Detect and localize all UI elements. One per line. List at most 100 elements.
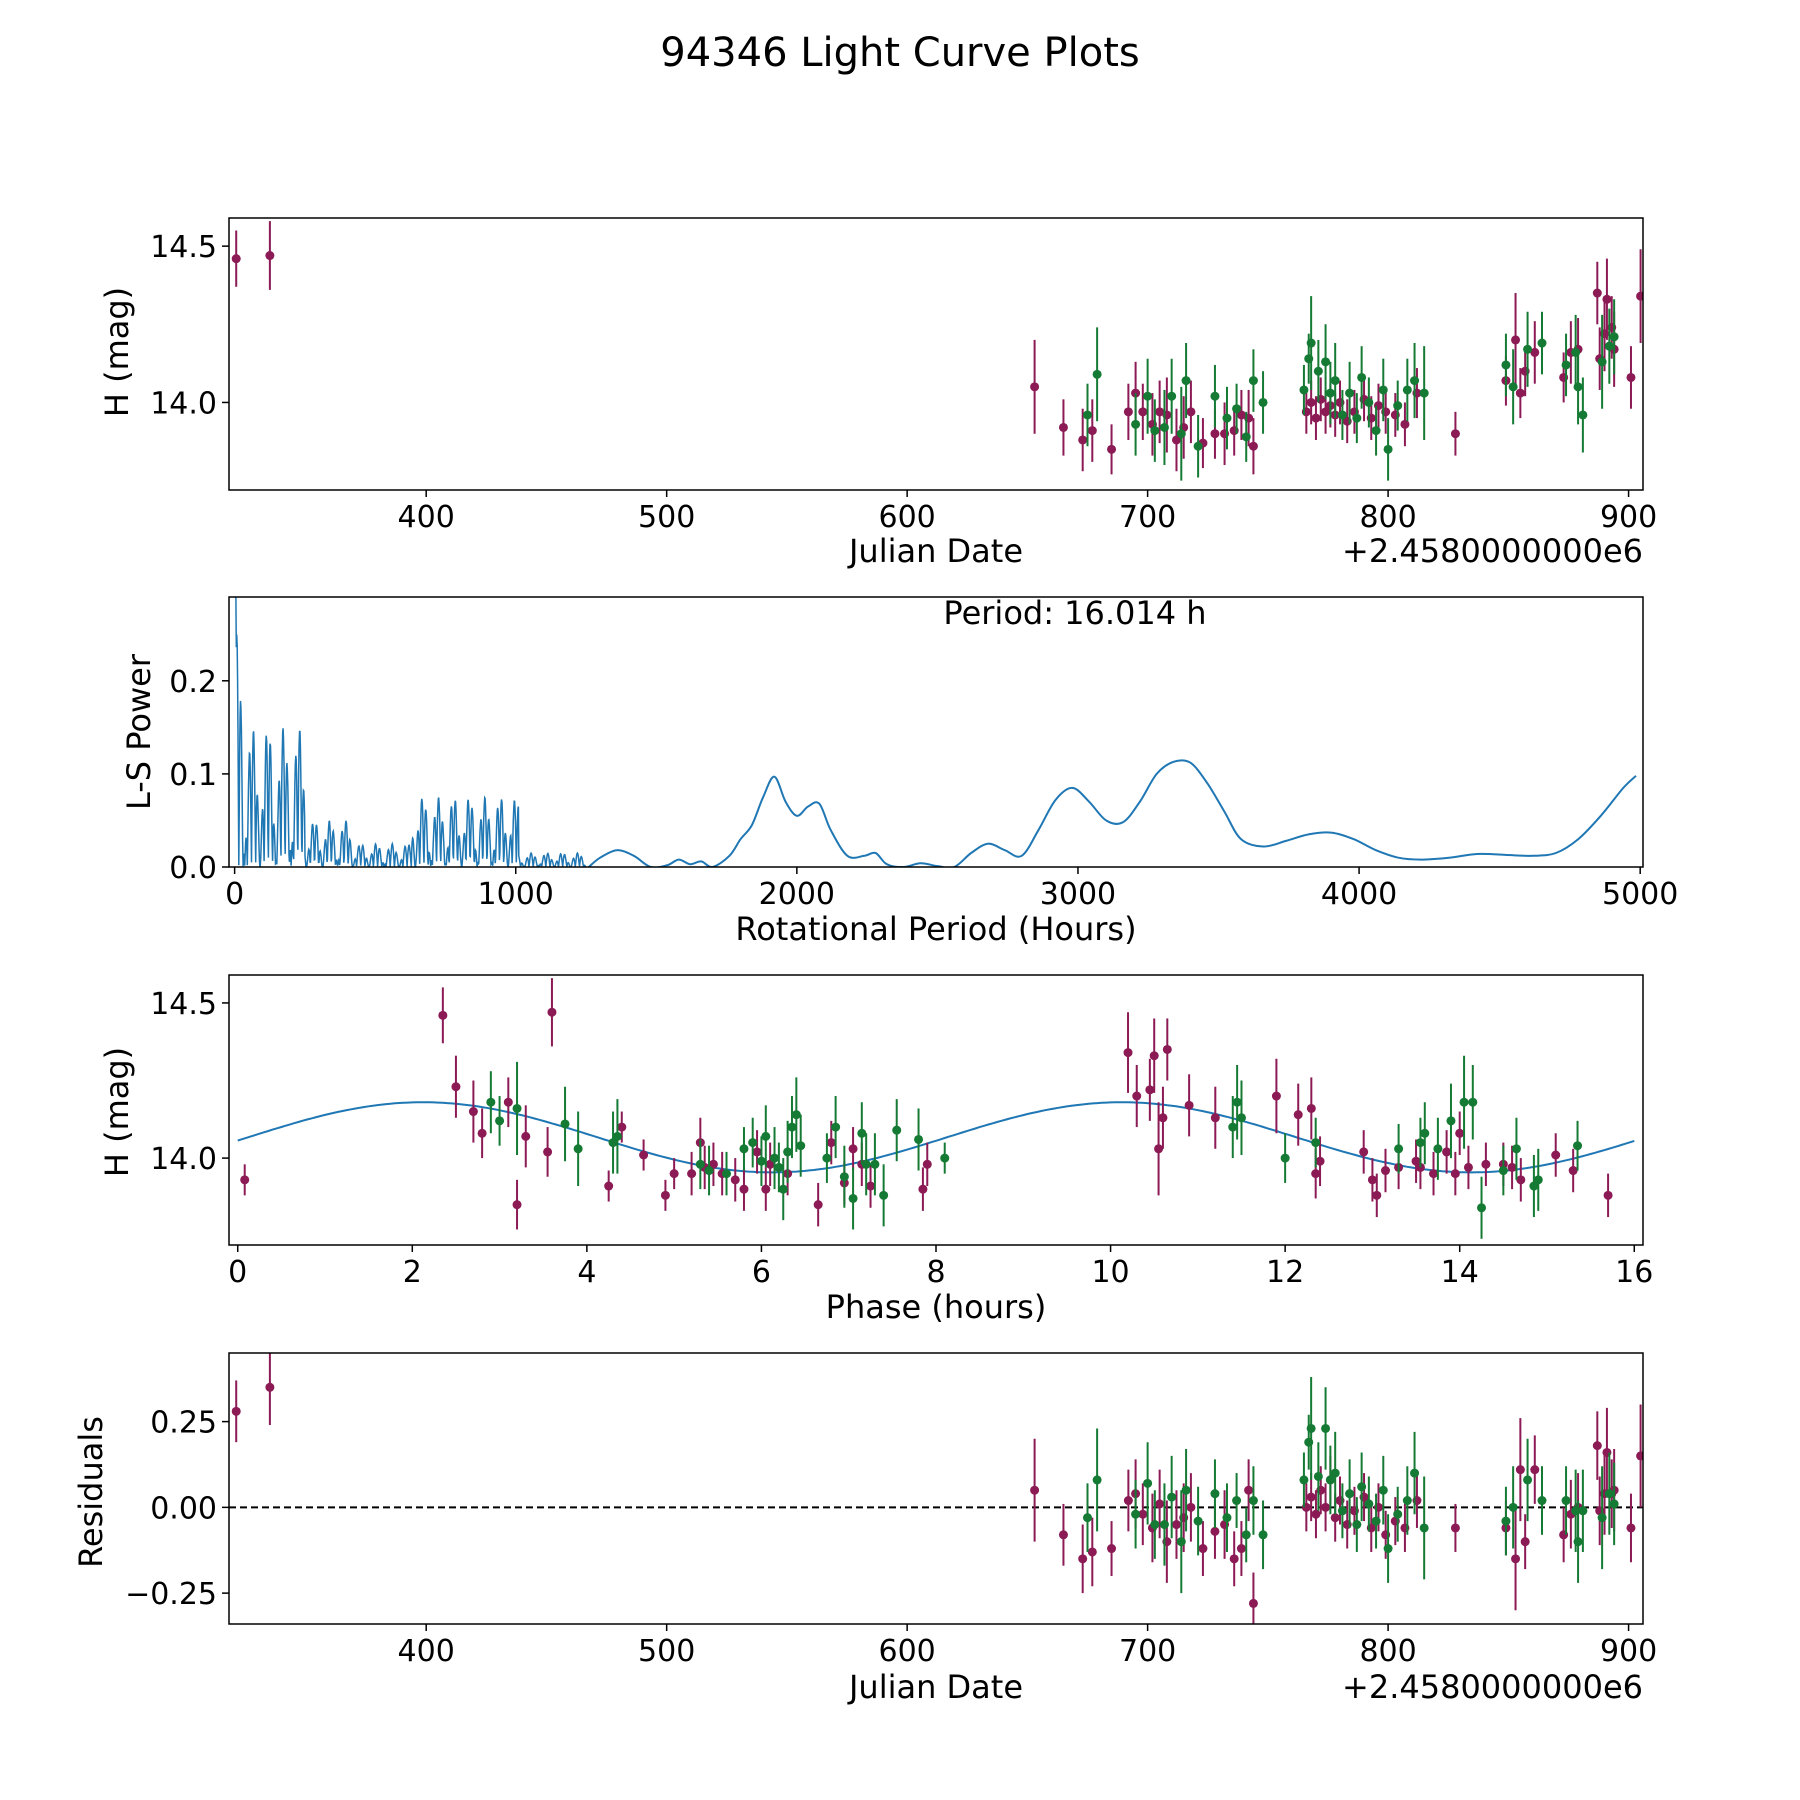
phase-plot-area: 0 2 4 6 8 10 12 14 16 14.0 14.5 [150, 974, 1653, 1290]
phase-green-point-20 [796, 1141, 806, 1151]
lightcurve-series-purple [231, 221, 1643, 475]
lightcurve-xtick-label-0: 400 [398, 500, 455, 535]
residuals-green-point-28 [1371, 1516, 1381, 1526]
figure-title: 94346 Light Curve Plots [660, 30, 1139, 76]
lightcurve-green-point-6 [1167, 391, 1177, 401]
phase-green-point-35 [1280, 1153, 1290, 1163]
phase-green-point-34 [1236, 1113, 1246, 1123]
lightcurve-green-point-25 [1352, 413, 1362, 423]
periodogram-xlabel: Rotational Period (Hours) [735, 910, 1136, 948]
phase-green-point-36 [1311, 1138, 1321, 1148]
residuals-xlabel: Julian Date [847, 1668, 1023, 1706]
phase-green-point-43 [1468, 1097, 1478, 1107]
lightcurve-purple-point-49 [1592, 288, 1602, 298]
residuals-green-point-18 [1306, 1423, 1316, 1433]
phase-green-point-24 [848, 1193, 858, 1203]
phase-purple-point-10 [604, 1181, 614, 1191]
phase-green-point-12 [756, 1156, 766, 1166]
lightcurve-purple-point-9 [1138, 407, 1148, 417]
phase-purple-point-35 [1132, 1091, 1142, 1101]
residuals-purple-point-29 [1330, 1513, 1340, 1523]
lightcurve-xtick-label-1: 500 [638, 500, 695, 535]
phase-purple-point-44 [1293, 1110, 1303, 1120]
lightcurve-series-layer [231, 221, 1643, 481]
residuals-green-point-7 [1176, 1537, 1186, 1547]
phase-purple-point-66 [1603, 1190, 1613, 1200]
lightcurve-xtick-label-4: 800 [1359, 500, 1416, 535]
lightcurve-green-point-42 [1578, 410, 1588, 420]
lightcurve-purple-point-40 [1450, 429, 1460, 439]
lightcurve-green-point-39 [1561, 360, 1571, 370]
periodogram-xtick-label-3: 3000 [1040, 877, 1116, 912]
residuals-panel: 400 500 600 700 800 900 −0.25 0.00 0.25 Julian D… [72, 1352, 1657, 1706]
periodogram-series-layer [234, 597, 1637, 867]
residuals-series-layer [229, 1353, 1643, 1624]
phase-purple-point-60 [1481, 1159, 1491, 1169]
phase-purple-point-2 [451, 1082, 461, 1092]
phase-purple-point-3 [468, 1107, 478, 1117]
phase-green-point-33 [1232, 1097, 1242, 1107]
phase-ylabel: H (mag) [98, 1047, 136, 1177]
phase-green-point-1 [495, 1116, 505, 1126]
phase-purple-point-0 [240, 1175, 250, 1185]
residuals-green-point-19 [1313, 1471, 1323, 1481]
residuals-frame [228, 1352, 1644, 1625]
residuals-green-point-16 [1299, 1475, 1309, 1485]
residuals-green-point-33 [1410, 1468, 1420, 1478]
phase-green-point-30 [914, 1134, 924, 1144]
residuals-purple-point-15 [1186, 1502, 1196, 1512]
lightcurve-purple-point-52 [1602, 294, 1612, 304]
lightcurve-purple-point-2 [1030, 382, 1040, 392]
phase-purple-point-51 [1381, 1166, 1391, 1176]
residuals-green-point-29 [1378, 1485, 1388, 1495]
residuals-green-point-27 [1364, 1499, 1374, 1509]
residuals-green-point-36 [1508, 1502, 1518, 1512]
phase-purple-point-6 [512, 1200, 522, 1210]
residuals-green-point-14 [1248, 1496, 1258, 1506]
residuals-xtick-label-4: 800 [1359, 1634, 1416, 1669]
phase-purple-point-5 [503, 1097, 513, 1107]
lightcurve-green-point-30 [1383, 444, 1393, 454]
phase-green-point-13 [761, 1131, 771, 1141]
lightcurve-green-point-7 [1176, 429, 1186, 439]
lightcurve-green-point-15 [1258, 397, 1268, 407]
lightcurve-green-point-5 [1159, 422, 1169, 432]
lightcurve-series-green [1083, 296, 1619, 481]
periodogram-ylabel: L-S Power [120, 653, 158, 810]
phase-green-point-23 [839, 1172, 849, 1182]
phase-purple-point-21 [739, 1184, 749, 1194]
lightcurve-green-point-3 [1143, 391, 1153, 401]
residuals-purple-point-25 [1311, 1509, 1321, 1519]
lightcurve-purple-point-7 [1123, 407, 1133, 417]
phase-green-point-28 [879, 1190, 889, 1200]
phase-purple-point-41 [1184, 1100, 1194, 1110]
phase-green-point-11 [748, 1138, 758, 1148]
periodogram-ytick-label-0: 0.0 [169, 851, 217, 886]
lightcurve-green-point-9 [1193, 441, 1203, 451]
residuals-ylabel: Residuals [72, 1416, 110, 1568]
lightcurve-green-point-21 [1325, 388, 1335, 398]
lightcurve-purple-point-15 [1186, 407, 1196, 417]
lightcurve-green-point-41 [1573, 382, 1583, 392]
residuals-green-point-22 [1330, 1468, 1340, 1478]
residuals-green-point-42 [1578, 1506, 1588, 1516]
residuals-purple-point-40 [1450, 1523, 1460, 1533]
phase-purple-point-23 [761, 1184, 771, 1194]
phase-green-point-40 [1433, 1144, 1443, 1154]
residuals-green-point-10 [1210, 1489, 1220, 1499]
lightcurve-purple-point-42 [1511, 335, 1521, 345]
phase-purple-point-63 [1516, 1175, 1526, 1185]
lightcurve-green-point-24 [1345, 388, 1355, 398]
periodogram-panel: 0 1000 2000 3000 4000 5000 0.0 0.1 0.2 Rotationa… [120, 594, 1678, 948]
lightcurve-purple-point-20 [1236, 410, 1246, 420]
lightcurve-purple-point-6 [1107, 444, 1117, 454]
phase-xtick-label-5: 10 [1091, 1255, 1129, 1290]
lightcurve-green-point-10 [1210, 391, 1220, 401]
lightcurve-green-point-0 [1083, 410, 1092, 420]
residuals-green-point-30 [1383, 1544, 1393, 1554]
residuals-purple-point-13 [1171, 1520, 1181, 1530]
residuals-purple-point-0 [231, 1406, 241, 1416]
lightcurve-purple-point-55 [1626, 372, 1636, 382]
phase-purple-point-59 [1463, 1162, 1473, 1172]
